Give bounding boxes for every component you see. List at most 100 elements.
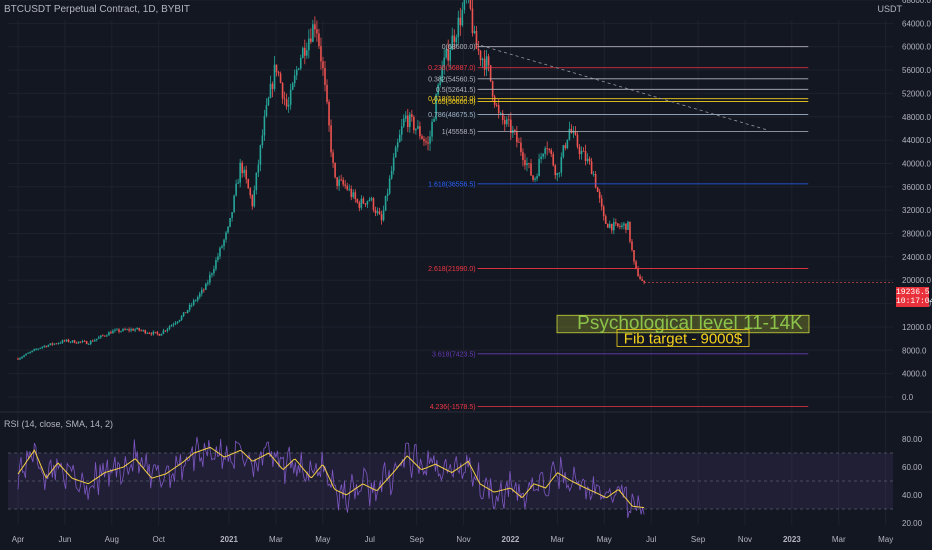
candle-body <box>47 345 50 347</box>
time-tick-label: 2022 <box>502 535 520 544</box>
candle-body <box>427 142 429 144</box>
candle-body <box>499 113 502 114</box>
candle-body <box>374 209 377 214</box>
candle-body <box>396 142 399 148</box>
candle-body <box>615 222 617 224</box>
candle-body <box>41 346 44 348</box>
candle-body <box>443 57 445 68</box>
price-tick-label: 36000.0 <box>902 183 931 192</box>
candle-body <box>55 343 58 345</box>
candle-body <box>635 261 637 269</box>
candle-body <box>100 335 102 338</box>
descending-trendline[interactable] <box>475 43 767 130</box>
candle-body <box>306 50 308 56</box>
candle-body <box>156 332 159 334</box>
candle-body <box>27 352 29 354</box>
price-tick-label: 24000.0 <box>902 253 931 262</box>
candle-body <box>562 145 565 157</box>
candle-body <box>352 192 355 198</box>
candle-body <box>453 35 456 43</box>
candle-body <box>200 289 203 294</box>
candle-body <box>495 104 498 106</box>
rsi-axis[interactable]: 80.00 60.00 40.00 20.00 <box>902 435 923 528</box>
candle-body <box>540 156 542 159</box>
candle-body <box>215 259 217 270</box>
candle-body <box>304 47 306 56</box>
rsi-tick-label: 40.00 <box>902 491 923 500</box>
candle-body <box>93 340 96 342</box>
fib-level-label: 1.618(36556.5) <box>428 181 475 188</box>
candle-body <box>25 353 27 356</box>
candle-body <box>297 68 300 70</box>
grid-lines <box>0 0 932 525</box>
psych-level-box[interactable] <box>556 314 810 334</box>
candlestick-series <box>17 0 893 361</box>
candle-body <box>346 185 349 190</box>
candle-body <box>273 64 276 89</box>
time-axis[interactable]: Apr Jun Aug Oct 2021 Mar May Jul Sep Nov 2022 Mar Ma… <box>12 535 893 544</box>
candle-body <box>45 345 48 347</box>
candle-body <box>429 136 431 144</box>
candle-body <box>570 128 573 133</box>
last-price-value: 19236.5 <box>896 288 930 297</box>
candle-body <box>594 174 597 188</box>
candle-body <box>485 56 488 70</box>
candle-body <box>417 126 419 129</box>
candle-body <box>392 157 395 171</box>
candle-body <box>136 328 138 330</box>
candle-body <box>314 24 316 30</box>
candle-body <box>402 118 405 127</box>
candle-body <box>394 147 397 158</box>
candle-body <box>536 176 538 179</box>
candle-body <box>358 202 361 208</box>
candle-body <box>61 340 64 343</box>
candle-body <box>544 148 546 154</box>
candle-body <box>207 282 209 284</box>
candle-body <box>102 335 104 337</box>
candle-body <box>560 156 563 173</box>
fib-target-box[interactable] <box>616 329 750 347</box>
candle-body <box>566 139 569 149</box>
rsi-title[interactable]: RSI (14, close, SMA, 14, 2) <box>4 419 114 429</box>
candle-body <box>229 217 231 227</box>
price-tick-label: 68000.0 <box>902 0 931 5</box>
price-tick-label: 56000.0 <box>902 66 931 75</box>
price-tick-label: 0.0 <box>902 393 914 402</box>
candle-body <box>172 324 175 326</box>
candle-body <box>409 114 411 128</box>
candle-body <box>318 33 320 47</box>
candle-body <box>97 337 100 339</box>
symbol-title[interactable]: BTCUSDT Perpetual Contract, 1D, BYBIT <box>4 4 190 15</box>
candle-body <box>404 115 407 119</box>
candle-body <box>128 329 130 331</box>
candle-body <box>461 9 464 26</box>
candle-body <box>301 47 304 59</box>
candle-body <box>552 154 555 166</box>
candle-body <box>21 356 23 359</box>
candle-body <box>316 29 318 34</box>
candle-body <box>637 268 639 277</box>
last-price-tag: 19236.5 10:17:04 <box>896 287 932 307</box>
candle-body <box>255 172 258 191</box>
candle-body <box>477 48 480 51</box>
candle-body <box>73 340 76 343</box>
candle-body <box>534 178 536 180</box>
candle-body <box>85 341 88 345</box>
candle-body <box>221 246 223 248</box>
candle-body <box>211 273 213 275</box>
candle-body <box>413 116 415 131</box>
candle-body <box>285 99 288 107</box>
time-tick-label: Sep <box>691 535 706 544</box>
candle-body <box>271 83 274 89</box>
candle-body <box>610 223 613 231</box>
candle-body <box>233 195 235 213</box>
candle-body <box>328 101 330 126</box>
price-tick-label: 52000.0 <box>902 89 931 98</box>
price-axis[interactable]: 68000.0 64000.0 60000.0 56000.0 52000.0 48000… <box>902 0 931 402</box>
candle-body <box>633 250 635 262</box>
time-tick-label: Sep <box>410 535 425 544</box>
candle-body <box>114 329 116 331</box>
candle-body <box>237 182 239 184</box>
candle-body <box>91 340 94 342</box>
